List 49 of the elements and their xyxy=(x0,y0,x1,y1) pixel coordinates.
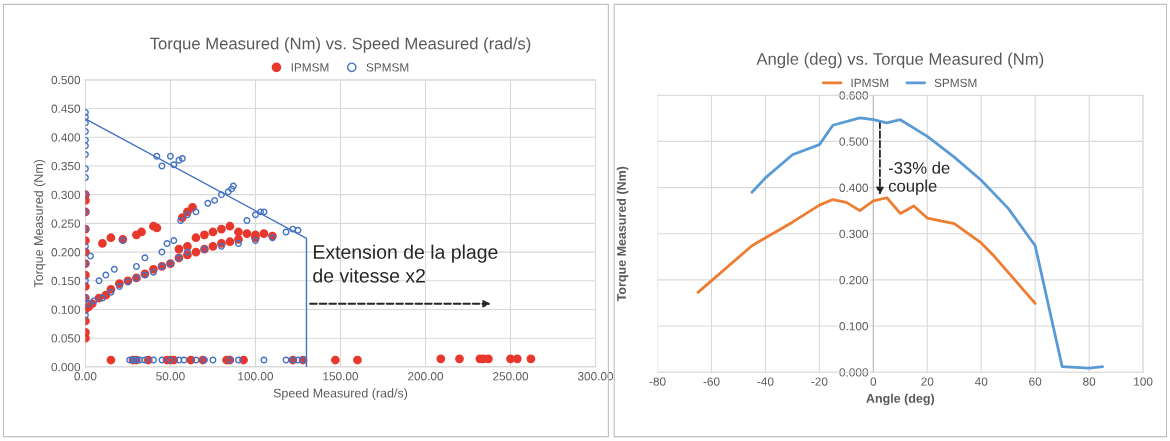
x-tick-label: 0.00 xyxy=(74,372,97,381)
legend-label: SPMSM xyxy=(934,78,977,88)
chart-title: Torque Measured (Nm) vs. Speed Measured (rad/s) xyxy=(150,37,531,53)
y-tick-label: 0.300 xyxy=(839,229,869,239)
x-axis-title: Speed Measured (rad/s) xyxy=(273,388,408,400)
chart-title: Angle (deg) vs. Torque Measured (Nm) xyxy=(756,52,1044,69)
x-tick-label: 20 xyxy=(921,377,934,386)
x-tick-label: -20 xyxy=(811,377,828,386)
annotation: -33% de couple xyxy=(888,161,950,196)
y-tick-label: 0.300 xyxy=(51,190,81,200)
x-tick-label: 40 xyxy=(974,377,988,386)
x-tick-label: -40 xyxy=(757,377,774,386)
x-axis-title: Angle (deg) xyxy=(866,393,935,406)
legend-label: SPMSM xyxy=(366,63,409,72)
y-tick-label: 0.400 xyxy=(51,133,81,142)
annotation: Extension de la plage de vitesse x2 xyxy=(313,244,498,283)
x-tick-label: 100.00 xyxy=(238,372,274,381)
x-tick-label: 50.00 xyxy=(156,372,185,381)
y-tick-label: 0.000 xyxy=(839,368,869,377)
legend-label: IPMSM xyxy=(291,63,329,72)
y-tick-label: 0.150 xyxy=(51,276,81,286)
y-tick-label: 0.500 xyxy=(51,75,81,85)
y-tick-label: 0.400 xyxy=(839,183,869,192)
legend-label: IPMSM xyxy=(851,78,889,88)
y-tick-label: 0.200 xyxy=(839,275,869,285)
x-tick-label: 80 xyxy=(1083,377,1096,386)
x-tick-label: 60 xyxy=(1029,377,1042,386)
y-tick-label: 0.200 xyxy=(51,248,81,257)
y-tick-label: 0.600 xyxy=(839,91,869,100)
x-tick-label: -80 xyxy=(649,377,666,386)
x-tick-label: 300.00 xyxy=(577,372,614,381)
x-tick-label: 150.00 xyxy=(323,372,359,381)
y-tick-label: 0.100 xyxy=(839,322,869,331)
line-series xyxy=(696,196,1037,305)
line-series xyxy=(750,116,1105,370)
x-tick-label: 250.00 xyxy=(493,372,529,381)
y-axis-title: Torque Measured (Nm) xyxy=(33,159,46,288)
y-tick-label: 0.100 xyxy=(51,305,81,314)
y-axis-title: Torque Measured (Nm) xyxy=(616,166,629,302)
x-tick-label: 100 xyxy=(1134,377,1153,386)
y-tick-label: 0.050 xyxy=(51,334,81,343)
x-tick-label: 0 xyxy=(870,377,877,386)
y-tick-label: 0.350 xyxy=(51,161,81,171)
y-tick-label: 0.250 xyxy=(51,219,81,228)
x-tick-label: -60 xyxy=(703,377,720,386)
y-tick-label: 0.450 xyxy=(51,104,81,113)
x-tick-label: 200.00 xyxy=(408,372,444,381)
y-tick-label: 0.000 xyxy=(51,362,81,372)
y-tick-label: 0.500 xyxy=(839,137,869,146)
